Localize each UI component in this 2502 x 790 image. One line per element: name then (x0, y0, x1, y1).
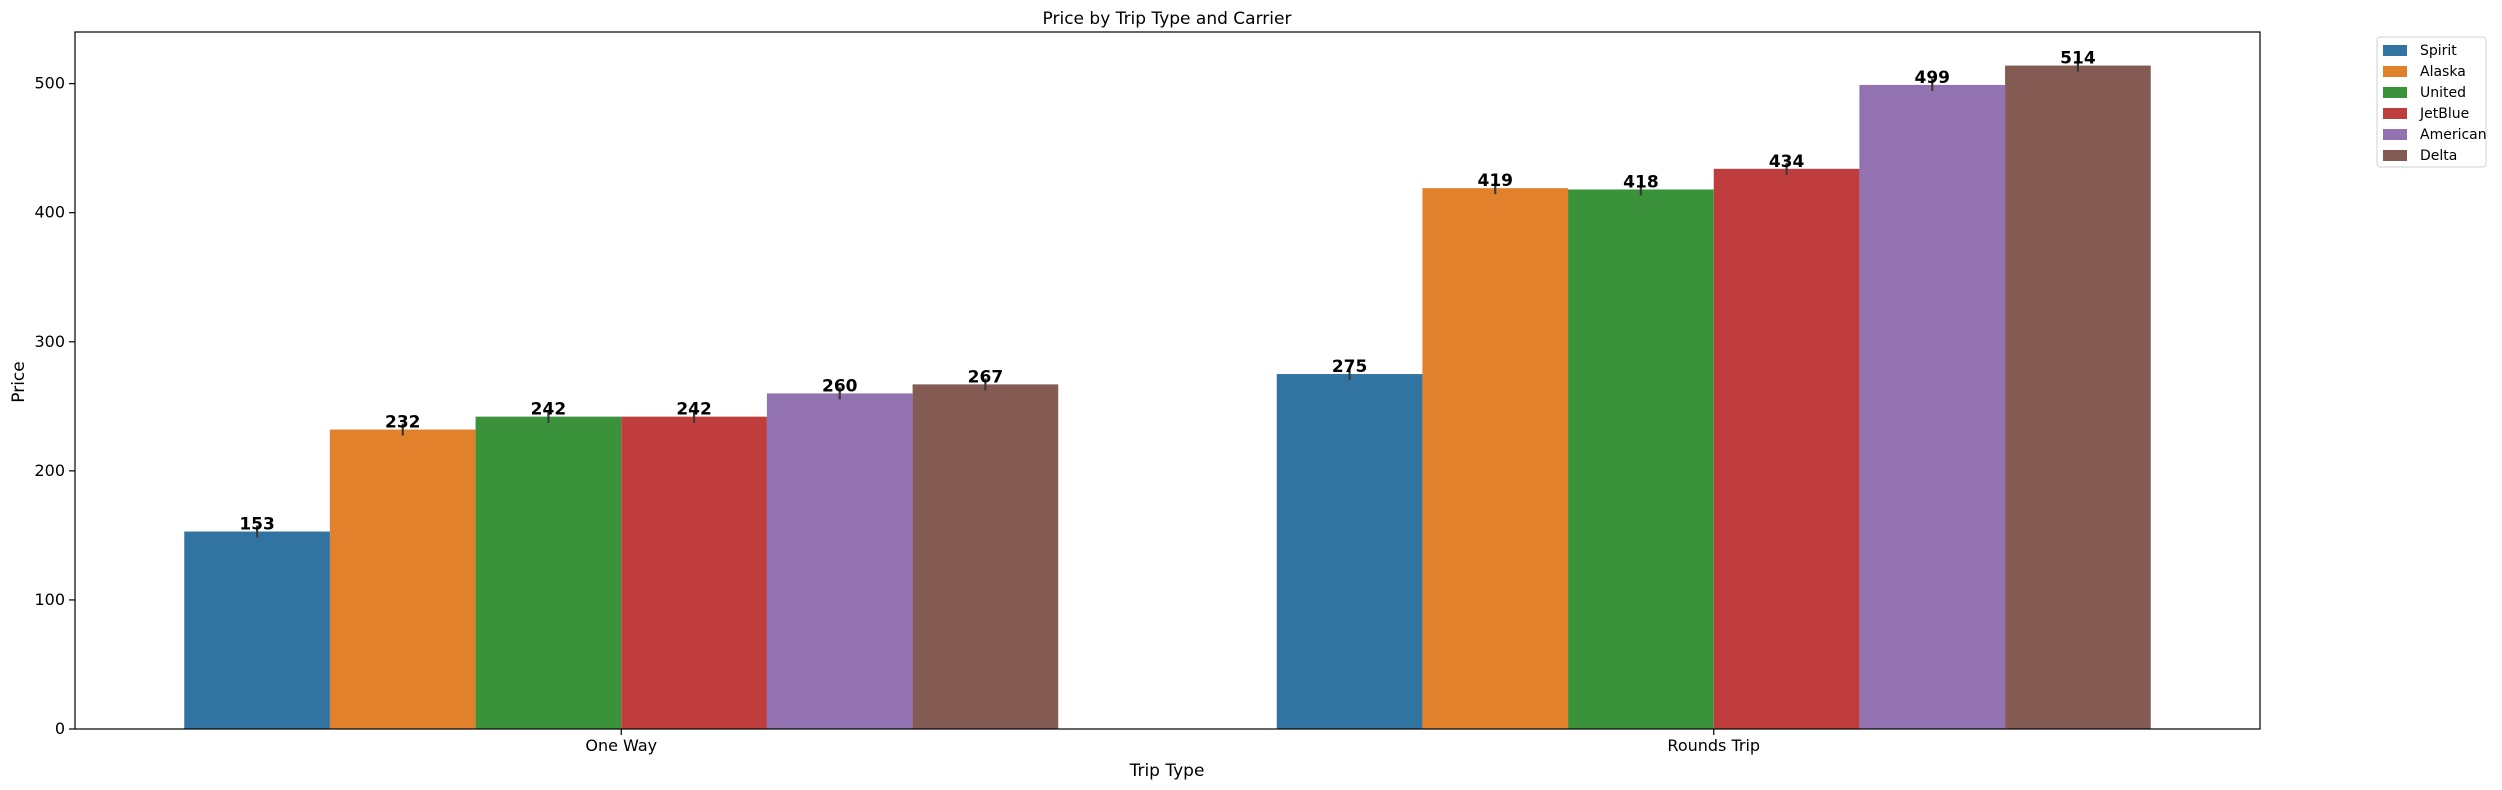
y-tick-label: 500 (34, 74, 65, 93)
legend-label: JetBlue (2419, 106, 2469, 122)
y-tick-label: 400 (34, 203, 65, 222)
x-tick-label: Rounds Trip (1667, 736, 1760, 755)
legend-label: American (2420, 127, 2487, 143)
bars-layer (184, 65, 2151, 730)
data-label: 242 (531, 400, 567, 420)
y-tick-label: 0 (55, 719, 65, 738)
y-tick-label: 100 (34, 590, 65, 609)
legend-swatch (2383, 129, 2407, 140)
legend-label: Spirit (2420, 43, 2457, 59)
bar (621, 416, 767, 729)
x-axis: One Way Rounds Trip (585, 729, 1760, 755)
data-label: 514 (2060, 49, 2096, 69)
data-labels-layer: 153 275 232 419 242 418 242 434 260 499 267 514 (239, 49, 2095, 535)
y-tick-label: 300 (34, 332, 65, 351)
data-label: 434 (1769, 152, 1805, 172)
bar (1276, 374, 1423, 729)
bar (1859, 84, 2006, 730)
data-label: 499 (1915, 68, 1951, 88)
data-label: 242 (676, 400, 712, 420)
data-label: 153 (239, 515, 275, 535)
y-axis-label: Price (9, 361, 29, 402)
legend: Spirit Alaska United JetBlue American Delta (2376, 36, 2487, 168)
bar (1422, 188, 1569, 729)
x-tick-label: One Way (585, 736, 657, 755)
data-label: 267 (968, 367, 1004, 387)
legend-label: United (2420, 85, 2466, 101)
bar (329, 429, 476, 729)
bar (1713, 168, 1860, 730)
y-axis: 0 100 200 300 400 500 (34, 74, 75, 738)
legend-swatch (2383, 66, 2407, 77)
bar (2005, 65, 2151, 729)
bar (912, 384, 1059, 729)
legend-swatch (2383, 45, 2407, 56)
legend-label: Alaska (2420, 64, 2466, 80)
bar (1568, 189, 1714, 730)
data-label: 419 (1478, 171, 1514, 191)
legend-swatch (2383, 150, 2407, 161)
data-label: 275 (1332, 357, 1368, 377)
bar (766, 393, 913, 729)
chart-title: Price by Trip Type and Carrier (1043, 9, 1292, 29)
plot-area: 153 275 232 419 242 418 242 434 260 499 267 514 (74, 31, 2261, 730)
bar (475, 416, 622, 729)
bar (184, 531, 330, 729)
legend-label: Delta (2420, 148, 2457, 164)
plot-frame (74, 31, 2261, 730)
data-label: 232 (385, 413, 421, 433)
legend-swatch (2383, 108, 2407, 119)
y-tick-label: 200 (34, 461, 65, 480)
error-bars-layer (255, 59, 2080, 538)
data-label: 260 (822, 376, 858, 396)
x-axis-label: Trip Type (1129, 761, 1205, 781)
legend-swatch (2383, 87, 2407, 98)
data-label: 418 (1623, 172, 1659, 192)
